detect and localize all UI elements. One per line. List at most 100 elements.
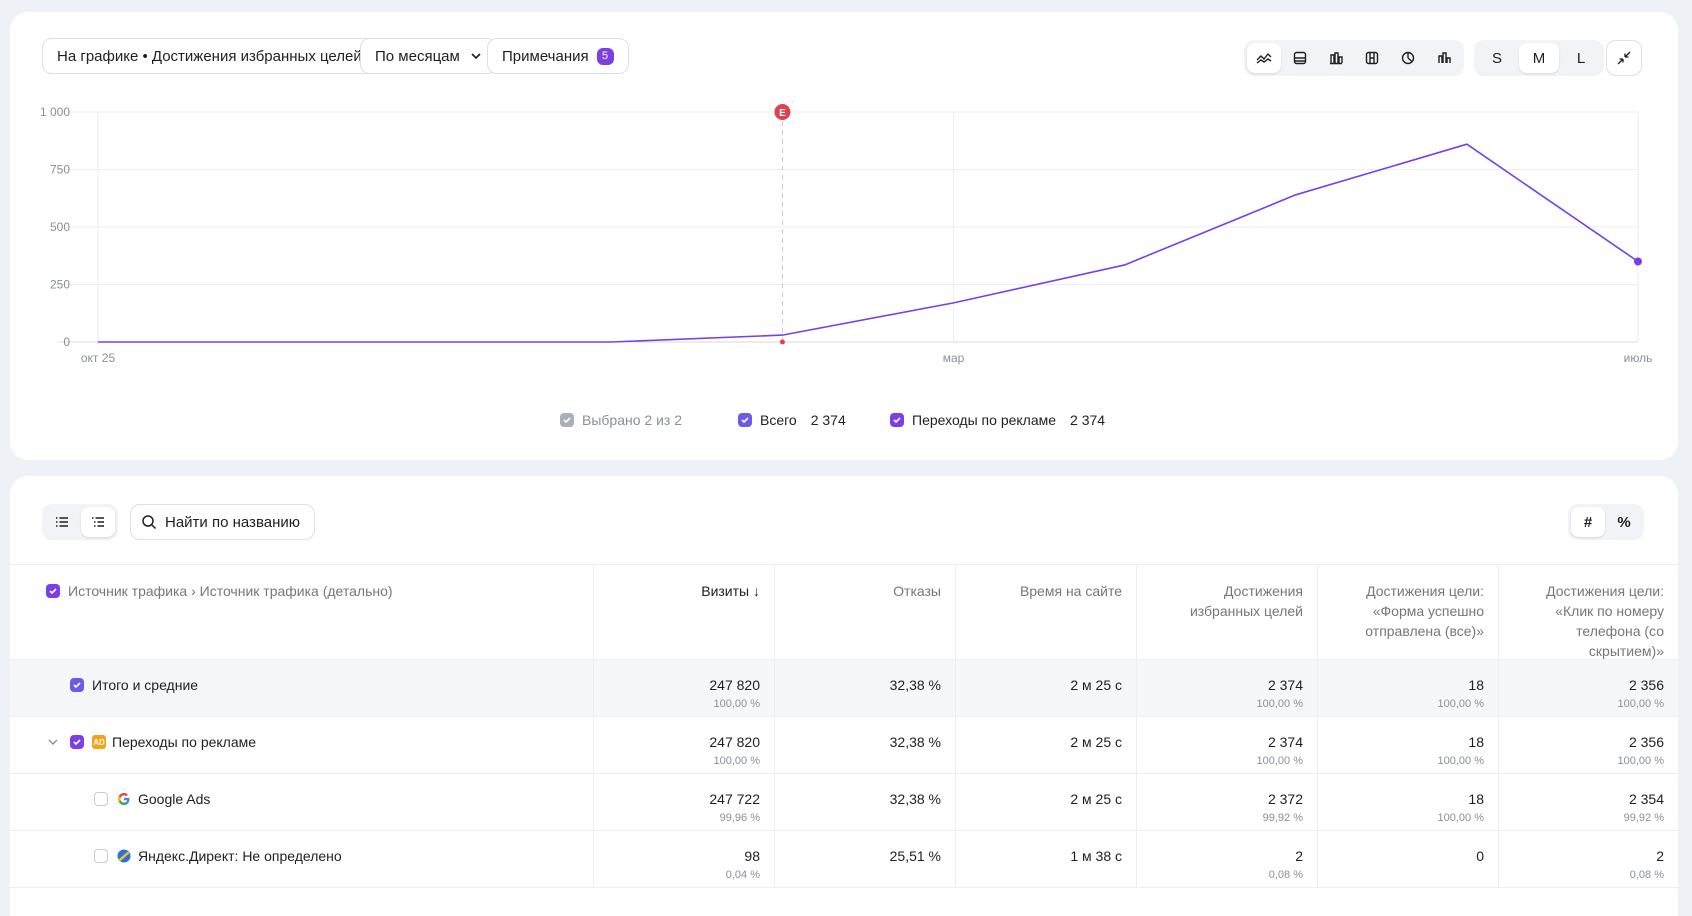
search-input[interactable]: Найти по названию bbox=[130, 504, 315, 540]
stacked-chart-icon[interactable] bbox=[1355, 43, 1389, 73]
y-tick-label: 250 bbox=[50, 278, 70, 292]
visits-pct: 99,96 % bbox=[719, 812, 760, 824]
time-header[interactable]: Время на сайте bbox=[956, 565, 1137, 659]
legend-item-value: 2 374 bbox=[1070, 412, 1106, 428]
series-line bbox=[98, 143, 1639, 343]
column-chart-icon[interactable] bbox=[1427, 43, 1461, 73]
table-header: Источник трафика › Источник трафика (дет… bbox=[10, 564, 1678, 660]
goals-pct: 99,92 % bbox=[1262, 812, 1303, 824]
period-dropdown[interactable]: По месяцам bbox=[360, 38, 497, 74]
collapse-icon[interactable] bbox=[1606, 40, 1642, 76]
row-checkbox[interactable] bbox=[94, 792, 108, 806]
bar-chart-icon[interactable] bbox=[1319, 43, 1353, 73]
size-s-button[interactable]: S bbox=[1491, 49, 1502, 67]
row-name[interactable]: Переходы по рекламе bbox=[112, 734, 257, 750]
area-chart-icon[interactable] bbox=[1283, 43, 1317, 73]
goal-phone-pct: 100,00 % bbox=[1617, 755, 1664, 767]
notes-label: Примечания bbox=[502, 47, 589, 65]
goal-phone-value: 2 356 bbox=[1628, 734, 1664, 750]
percent-mode-button[interactable]: % bbox=[1617, 513, 1631, 531]
search-icon bbox=[142, 515, 157, 530]
goal-phone-cell: 2 356 100,00 % bbox=[1499, 717, 1678, 773]
row-name[interactable]: Google Ads bbox=[138, 791, 211, 807]
bounces-header[interactable]: Отказы bbox=[775, 565, 956, 659]
checkbox-icon bbox=[738, 413, 752, 427]
bounces-value: 32,38 % bbox=[889, 791, 941, 807]
bounces-cell: 32,38 % bbox=[775, 717, 956, 773]
tree-list-icon[interactable] bbox=[81, 507, 115, 537]
size-l-button[interactable]: L bbox=[1576, 49, 1586, 67]
row-name: Итого и средние bbox=[92, 677, 199, 693]
bounces-value: 25,51 % bbox=[889, 848, 941, 864]
bounces-cell: 32,38 % bbox=[775, 660, 956, 716]
goal-form-header[interactable]: Достижения цели: «Форма успешно отправле… bbox=[1318, 565, 1499, 659]
row-name-cell: Google Ads bbox=[10, 774, 594, 830]
goal-phone-header[interactable]: Достижения цели: «Клик по номеру телефон… bbox=[1546, 583, 1664, 659]
time-value: 1 м 38 с bbox=[1070, 848, 1122, 864]
goal-form-cell: 18 100,00 % bbox=[1318, 717, 1499, 773]
goals-value: 2 372 bbox=[1267, 791, 1303, 807]
view-mode-selector bbox=[42, 504, 118, 540]
table-row-yandex-direct: Яндекс.Директ: Не определено 98 0,04 % 25… bbox=[10, 831, 1678, 888]
row-checkbox[interactable] bbox=[94, 849, 108, 863]
goal-form-pct: 100,00 % bbox=[1437, 755, 1484, 767]
flat-list-icon[interactable] bbox=[45, 507, 79, 537]
x-tick-label: июль bbox=[1624, 351, 1653, 365]
y-tick-label: 0 bbox=[63, 335, 70, 349]
bounces-value: 32,38 % bbox=[889, 677, 941, 693]
chart-type-selector bbox=[1244, 40, 1464, 76]
row-checkbox[interactable] bbox=[70, 678, 84, 692]
goals-value: 2 374 bbox=[1267, 677, 1303, 693]
absolute-mode-button[interactable]: # bbox=[1571, 507, 1605, 537]
line-chart-icon[interactable] bbox=[1247, 43, 1281, 73]
visits-cell: 247 820 100,00 % bbox=[594, 717, 775, 773]
value-mode-selector: # % bbox=[1568, 504, 1644, 540]
legend-item-label: Всего bbox=[760, 412, 797, 428]
pie-chart-icon[interactable] bbox=[1391, 43, 1425, 73]
bounces-cell: 25,51 % bbox=[775, 831, 956, 887]
notes-count-badge: 5 bbox=[596, 47, 614, 65]
size-m-button[interactable]: M bbox=[1519, 43, 1559, 73]
row-name[interactable]: Яндекс.Директ: Не определено bbox=[138, 848, 342, 864]
dimension-header[interactable]: Источник трафика › Источник трафика (дет… bbox=[10, 565, 594, 659]
legend-item-value: 2 374 bbox=[810, 412, 846, 428]
table-row-ads: AD Переходы по рекламе 247 820 100,00 % 3… bbox=[10, 717, 1678, 774]
goal-form-value: 18 bbox=[1468, 734, 1484, 750]
visits-header[interactable]: Визиты ↓ bbox=[594, 565, 775, 659]
goal-form-cell: 18 100,00 % bbox=[1318, 774, 1499, 830]
notes-button[interactable]: Примечания 5 bbox=[487, 38, 629, 74]
goals-dropdown[interactable]: На графике • Достижения избранных целей bbox=[42, 38, 399, 74]
y-tick-label: 750 bbox=[50, 163, 70, 177]
legend-selected-label: Выбрано 2 из 2 bbox=[582, 412, 682, 428]
row-checkbox[interactable] bbox=[70, 735, 84, 749]
chevron-down-icon[interactable] bbox=[46, 735, 60, 749]
legend-item-total[interactable]: Всего 2 374 bbox=[738, 412, 846, 428]
bounces-value: 32,38 % bbox=[889, 734, 941, 750]
legend-selected[interactable]: Выбрано 2 из 2 bbox=[560, 412, 682, 428]
goals-pct: 0,08 % bbox=[1268, 869, 1303, 881]
goals-dropdown-label: На графике • Достижения избранных целей bbox=[57, 47, 362, 65]
legend-item-ads[interactable]: Переходы по рекламе 2 374 bbox=[890, 412, 1105, 428]
visits-value: 98 bbox=[744, 848, 760, 864]
select-all-checkbox[interactable] bbox=[46, 584, 60, 598]
goal-phone-pct: 0,08 % bbox=[1629, 869, 1664, 881]
annotation-marker bbox=[774, 104, 791, 120]
visits-value: 247 820 bbox=[709, 677, 760, 693]
line-chart: 0 250 500 750 1 000 окт 25 мар июль E bbox=[40, 104, 1653, 365]
goals-value: 2 374 bbox=[1267, 734, 1303, 750]
search-placeholder: Найти по названию bbox=[165, 513, 300, 531]
goal-form-cell: 0 bbox=[1318, 831, 1499, 887]
report-table: Источник трафика › Источник трафика (дет… bbox=[10, 564, 1678, 888]
y-tick-label: 500 bbox=[50, 220, 70, 234]
visits-cell: 98 0,04 % bbox=[594, 831, 775, 887]
goal-phone-cell: 2 356 100,00 % bbox=[1499, 660, 1678, 716]
table-card: Найти по названию # % Источник трафика ›… bbox=[10, 476, 1678, 916]
goals-header[interactable]: Достижения избранных целей bbox=[1137, 565, 1318, 659]
checkbox-icon bbox=[890, 413, 904, 427]
visits-pct: 0,04 % bbox=[725, 869, 760, 881]
time-cell: 2 м 25 с bbox=[956, 717, 1137, 773]
table-row-google-ads: Google Ads 247 722 99,96 % 32,38 % 2 м 25… bbox=[10, 774, 1678, 831]
visits-cell: 247 820 100,00 % bbox=[594, 660, 775, 716]
goals-cell: 2 372 99,92 % bbox=[1137, 774, 1318, 830]
visits-pct: 100,00 % bbox=[713, 755, 760, 767]
